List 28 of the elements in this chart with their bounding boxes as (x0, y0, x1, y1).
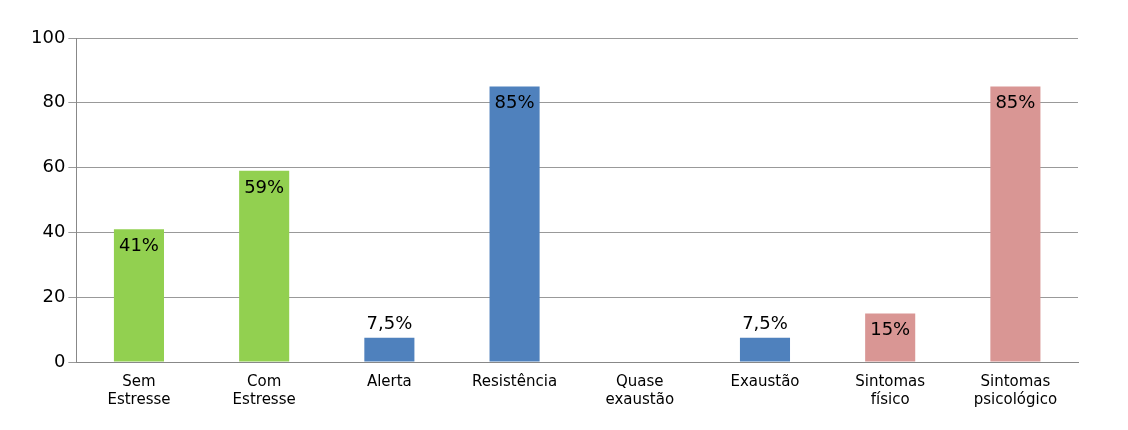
y-tick-label: 0 (53, 349, 66, 371)
x-tick-label: Sintomas físico (855, 371, 926, 408)
x-tick-label: Sem Estresse (107, 371, 171, 408)
bar (739, 337, 791, 362)
data-label: 59% (244, 175, 285, 197)
x-tick-label: Alerta (366, 371, 412, 390)
y-tick-label: 20 (42, 284, 66, 306)
x-tick-label: Com Estresse (232, 371, 296, 408)
data-label: 7,5% (742, 312, 788, 334)
data-label: 41% (118, 233, 159, 255)
x-tick-label: Quase exaustão (605, 371, 675, 408)
x-tick-label: Sintomas psicológico (973, 371, 1058, 408)
bar (364, 337, 415, 362)
y-tick-label: 40 (42, 220, 66, 242)
data-label: 15% (870, 318, 911, 340)
x-tick-label: Resistência (472, 371, 558, 390)
data-label: 85% (494, 91, 535, 113)
bar (113, 229, 164, 362)
bar (239, 170, 290, 362)
x-tick-label: Exaustão (730, 371, 800, 390)
y-tick-label: 60 (42, 155, 66, 177)
bar (865, 313, 916, 362)
y-tick-label: 80 (42, 90, 66, 112)
bar (990, 86, 1041, 362)
data-label: 85% (995, 91, 1036, 113)
bar (489, 86, 540, 362)
data-label: 7,5% (366, 312, 413, 334)
y-tick-label: 100 (31, 25, 66, 47)
